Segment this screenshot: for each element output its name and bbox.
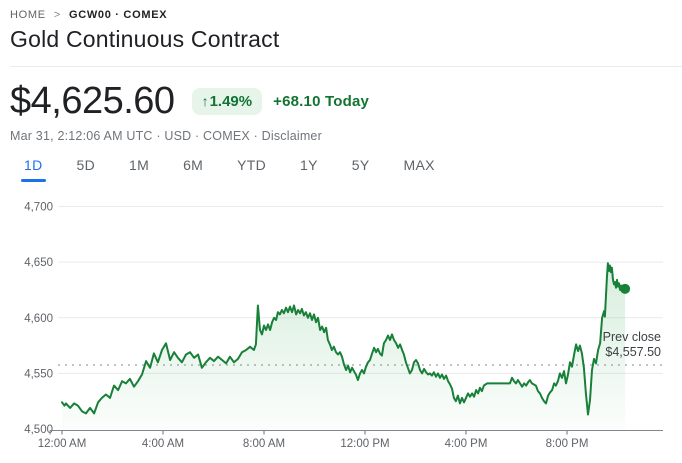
x-axis-label: 12:00 AM [38, 438, 87, 450]
disclaimer-link[interactable]: Disclaimer [261, 129, 322, 143]
tab-label: MAX [403, 157, 435, 173]
tab-label: 1D [24, 157, 43, 173]
price-chart[interactable]: 4,700 4,650 4,600 4,550 4,500 Prev close$4,55… [0, 188, 682, 463]
change-percent: 1.49% [209, 92, 253, 110]
change-today: +68.10 Today [273, 92, 370, 110]
tab-1d[interactable]: 1D [10, 151, 57, 185]
tab-1m[interactable]: 1M [115, 151, 163, 185]
breadcrumb: HOME > GCW00 · COMEX [10, 9, 167, 21]
tab-label: 1M [129, 157, 150, 173]
prev-close-value: $4,557.50 [605, 345, 661, 359]
breadcrumb-home-link[interactable]: HOME [10, 9, 46, 21]
x-axis-label: 8:00 PM [546, 438, 589, 450]
current-price: $4,625.60 [10, 80, 175, 122]
tab-5d[interactable]: 5D [63, 151, 110, 185]
x-axis: 12:00 AM 4:00 AM 8:00 AM 12:00 PM 4:00 PM 8:0… [38, 430, 663, 450]
tab-label: 5D [76, 157, 95, 173]
active-tab-underline [21, 179, 46, 182]
y-axis-label: 4,550 [24, 368, 53, 380]
tab-label: 5Y [351, 157, 370, 173]
breadcrumb-chevron-icon: > [53, 9, 61, 21]
quote-row: $4,625.60 ↑ 1.49% +68.10 Today [10, 82, 369, 120]
tab-ytd[interactable]: YTD [223, 151, 280, 185]
tab-5y[interactable]: 5Y [338, 151, 384, 185]
prev-close-label: Prev close [603, 330, 661, 344]
x-axis-label: 8:00 AM [243, 438, 285, 450]
breadcrumb-current: GCW00 · COMEX [68, 9, 168, 21]
change-percent-badge: ↑ 1.49% [191, 87, 263, 115]
x-axis-label: 4:00 AM [142, 438, 184, 450]
page-title: Gold Continuous Contract [10, 26, 280, 52]
quote-timestamp: Mar 31, 2:12:06 AM UTC · USD · COMEX · [10, 129, 262, 143]
up-arrow-icon: ↑ [201, 93, 209, 109]
tab-label: 1Y [300, 157, 318, 173]
price-area-fill [62, 263, 626, 429]
header-divider [10, 66, 682, 67]
y-axis-label: 4,600 [24, 313, 53, 325]
tab-label: 6M [183, 157, 204, 173]
tab-6m[interactable]: 6M [169, 151, 217, 185]
x-axis-label: 12:00 PM [340, 438, 389, 450]
tab-max[interactable]: MAX [390, 151, 449, 185]
tab-label: YTD [237, 157, 267, 173]
y-axis-label: 4,500 [24, 424, 53, 436]
y-axis-label: 4,650 [24, 257, 53, 269]
last-price-dot [620, 283, 631, 294]
price-line [61, 262, 627, 416]
range-tabs: 1D 5D 1M 6M YTD 1Y 5Y MAX [10, 151, 449, 185]
y-axis-label: 4,700 [24, 202, 53, 214]
x-axis-label: 4:00 PM [445, 438, 488, 450]
prev-close-annotation: Prev close$4,557.50 [603, 330, 661, 359]
tab-1y[interactable]: 1Y [286, 151, 332, 185]
quote-meta: Mar 31, 2:12:06 AM UTC · USD · COMEX · D… [10, 129, 322, 143]
